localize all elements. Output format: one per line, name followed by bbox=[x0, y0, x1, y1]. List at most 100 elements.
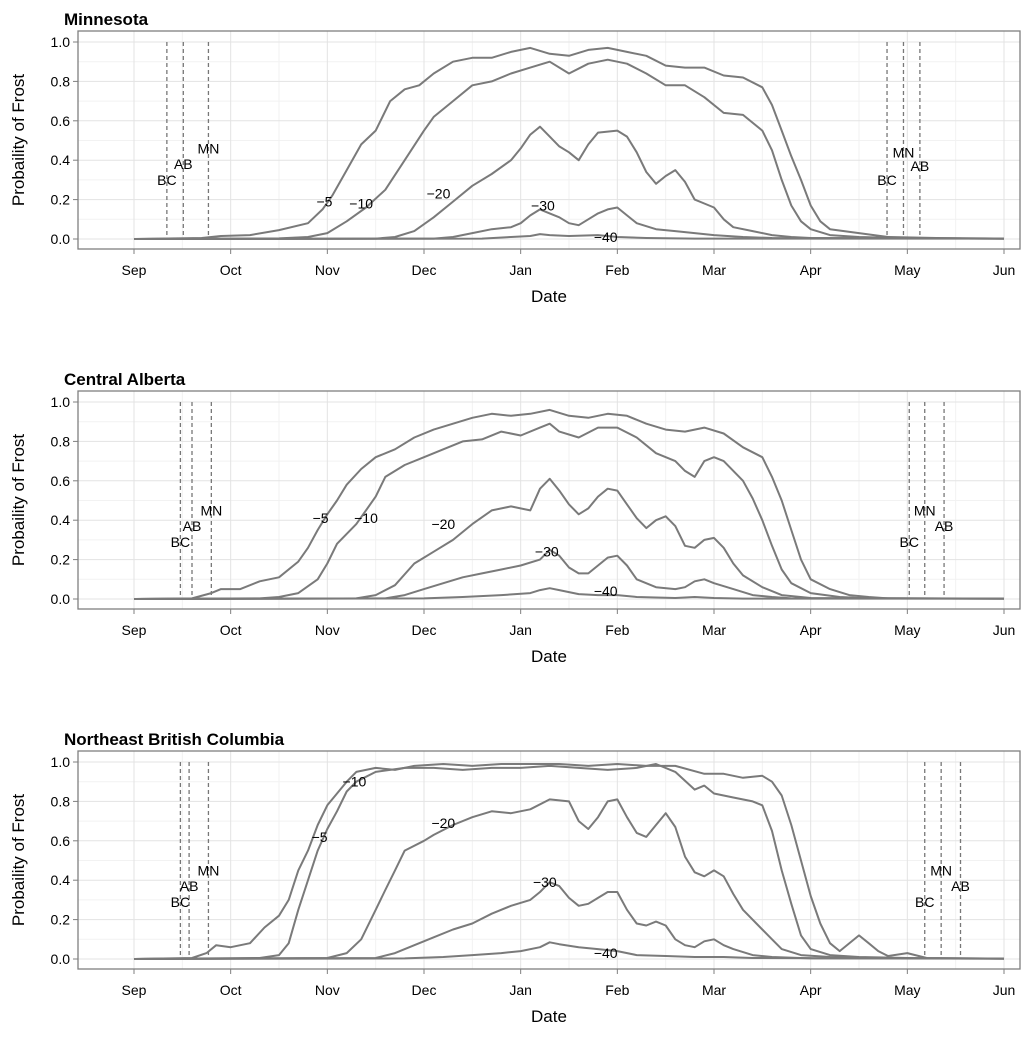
panel2-series-label-5: −40 bbox=[594, 583, 618, 599]
panel2-x-tick-label: Sep bbox=[122, 622, 147, 638]
panel3-reference-label-bc: BC bbox=[171, 894, 190, 910]
panel1-series-label-5: −40 bbox=[594, 229, 618, 245]
panel3-x-tick-label: Nov bbox=[315, 982, 340, 998]
panel1-x-tick-label: Mar bbox=[702, 262, 726, 278]
panel2-series-label-3: −20 bbox=[431, 516, 455, 532]
panel2-x-tick-label: Jun bbox=[993, 622, 1016, 638]
panel2-x-tick-label: Nov bbox=[315, 622, 340, 638]
panel1-x-tick-label: Sep bbox=[122, 262, 147, 278]
panel2-x-tick-label: Jan bbox=[509, 622, 532, 638]
panel3-series-label-3: −20 bbox=[431, 815, 455, 831]
panel3-x-tick-label: Oct bbox=[220, 982, 242, 998]
panel2-title: Central Alberta bbox=[64, 370, 186, 389]
panel3-reference-label-mn: MN bbox=[198, 862, 220, 878]
panel2-y-tick-label: 0.0 bbox=[51, 591, 71, 607]
panel1-reference-label-bc: BC bbox=[877, 172, 896, 188]
panel3-reference-label-ab: AB bbox=[180, 878, 199, 894]
panel2-x-tick-label: Feb bbox=[605, 622, 629, 638]
panel1-plot-border bbox=[77, 30, 1021, 250]
panel2-series-line-2 bbox=[133, 422, 1005, 600]
panel3-series-label-1: −5 bbox=[312, 829, 328, 845]
panel1: Minnesota 0.0 0.2 0.4 0.6 0.8 1.0 Sep Oct Nov Dec J… bbox=[9, 10, 1021, 306]
panel1-title: Minnesota bbox=[64, 10, 149, 29]
panel3-reference-label-ab: AB bbox=[951, 878, 970, 894]
panel2-x-tick-label: Apr bbox=[800, 622, 822, 638]
panel3-x-tick-label: May bbox=[894, 982, 920, 998]
panel3-x-tick-label: Apr bbox=[800, 982, 822, 998]
panel1-y-tick-label: 0.4 bbox=[51, 152, 71, 168]
panel2: Central Alberta 0.0 0.2 0.4 0.6 0.8 1.0 Sep Oct N… bbox=[9, 370, 1021, 666]
panel3-series-line-4 bbox=[133, 881, 1005, 960]
panel2-series-line-1 bbox=[133, 408, 1005, 600]
panel2-reference-label-ab: AB bbox=[183, 518, 202, 534]
panel1-y-tick-label: 0.8 bbox=[51, 73, 71, 89]
panel2-series-line-5 bbox=[133, 587, 1004, 600]
panel3-series-line-5 bbox=[133, 941, 1005, 960]
panel1-reference-label-bc: BC bbox=[157, 172, 176, 188]
panel3-x-tick-label: Mar bbox=[702, 982, 726, 998]
panel3-series-line-1 bbox=[133, 763, 1005, 960]
panel2-x-tick-label: May bbox=[894, 622, 920, 638]
panel3-x-axis-title: Date bbox=[531, 1007, 567, 1026]
panel1-x-tick-label: May bbox=[894, 262, 920, 278]
panel2-x-axis-title: Date bbox=[531, 647, 567, 666]
panel1-x-tick-label: Feb bbox=[605, 262, 629, 278]
panel3: Northeast British Columbia 0.0 0.2 0.4 0.6 0.… bbox=[9, 730, 1021, 1026]
panel1-series-line-4 bbox=[133, 206, 1005, 240]
panel1-series-line-5 bbox=[133, 233, 1004, 240]
panel1-reference-label-ab: AB bbox=[174, 156, 193, 172]
panel2-series-label-1: −5 bbox=[313, 510, 329, 526]
panel1-x-axis-title: Date bbox=[531, 287, 567, 306]
panel1-series-label-1: −5 bbox=[316, 194, 332, 210]
panel1-reference-label-ab: AB bbox=[911, 158, 930, 174]
panel2-y-tick-label: 0.2 bbox=[51, 552, 71, 568]
panel2-y-tick-label: 1.0 bbox=[51, 394, 71, 410]
panel3-y-axis-title: Probaility of Frost bbox=[9, 794, 28, 927]
panel1-reference-label-mn: MN bbox=[893, 144, 915, 160]
panel2-series-label-2: −10 bbox=[354, 510, 378, 526]
panel2-plot-border bbox=[77, 390, 1021, 610]
panel1-y-tick-label: 1.0 bbox=[51, 34, 71, 50]
panel1-series-label-4: −30 bbox=[531, 198, 555, 214]
panel3-plot-border bbox=[77, 750, 1021, 970]
panel3-reference-label-bc: BC bbox=[915, 894, 934, 910]
panel2-y-axis-title: Probaility of Frost bbox=[9, 434, 28, 567]
panel3-reference-label-mn: MN bbox=[930, 862, 952, 878]
panel3-y-tick-label: 0.4 bbox=[51, 872, 71, 888]
panel1-reference-label-mn: MN bbox=[198, 140, 220, 156]
panel3-y-tick-label: 0.6 bbox=[51, 833, 71, 849]
panel1-y-tick-label: 0.6 bbox=[51, 113, 71, 129]
panel1-x-tick-label: Oct bbox=[220, 262, 242, 278]
panel2-series-line-4 bbox=[133, 548, 1005, 600]
panel1-y-axis-title: Probaility of Frost bbox=[9, 74, 28, 207]
panel1-x-tick-label: Jan bbox=[509, 262, 532, 278]
panel2-reference-label-bc: BC bbox=[171, 534, 190, 550]
panel2-x-tick-label: Oct bbox=[220, 622, 242, 638]
panel1-series-line-1 bbox=[133, 46, 1005, 240]
panel2-y-tick-label: 0.4 bbox=[51, 512, 71, 528]
panel2-series-line-3 bbox=[133, 477, 1005, 600]
panel3-x-tick-label: Dec bbox=[412, 982, 437, 998]
panel3-series-line-3 bbox=[133, 798, 1005, 960]
panel2-reference-label-bc: BC bbox=[900, 534, 919, 550]
panel1-x-tick-label: Nov bbox=[315, 262, 340, 278]
panel1-x-tick-label: Apr bbox=[800, 262, 822, 278]
panel2-y-tick-label: 0.6 bbox=[51, 473, 71, 489]
panel2-series-label-4: −30 bbox=[535, 544, 559, 560]
panel2-y-tick-label: 0.8 bbox=[51, 433, 71, 449]
panel2-reference-label-mn: MN bbox=[200, 502, 222, 518]
panel3-series-label-5: −40 bbox=[594, 945, 618, 961]
panel3-title: Northeast British Columbia bbox=[64, 730, 285, 749]
panel3-x-tick-label: Jan bbox=[509, 982, 532, 998]
panel1-series-line-3 bbox=[133, 125, 1005, 240]
panel3-series-label-2: −10 bbox=[343, 774, 367, 790]
panel1-series-label-3: −20 bbox=[427, 186, 451, 202]
panel3-y-tick-label: 0.2 bbox=[51, 912, 71, 928]
panel3-series-line-2 bbox=[133, 763, 1005, 960]
panel1-y-tick-label: 0.0 bbox=[51, 231, 71, 247]
panel3-y-tick-label: 1.0 bbox=[51, 754, 71, 770]
panel2-x-tick-label: Dec bbox=[412, 622, 437, 638]
panel1-series-line-2 bbox=[133, 58, 1005, 240]
panel1-x-tick-label: Dec bbox=[412, 262, 437, 278]
